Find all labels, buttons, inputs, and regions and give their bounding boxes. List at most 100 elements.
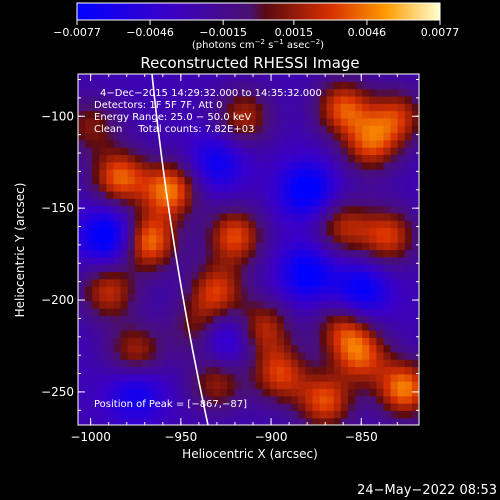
heatmap-cell (390, 154, 399, 163)
heatmap-cell (191, 125, 200, 134)
heatmap-cell (85, 278, 93, 287)
heatmap-cell (276, 81, 285, 90)
heatmap-cell (241, 154, 250, 163)
heatmap-cell (376, 176, 385, 185)
heatmap-cell (390, 344, 399, 353)
heatmap-cell (305, 147, 314, 156)
heatmap-cell (291, 388, 299, 397)
heatmap-cell (191, 256, 200, 265)
heatmap-cell (113, 125, 122, 134)
heatmap-cell (191, 308, 200, 316)
heatmap-cell (340, 227, 349, 236)
heatmap-cell (319, 300, 328, 309)
heatmap-cell (340, 395, 349, 404)
heatmap-cell (113, 344, 122, 353)
heatmap-cell (248, 74, 257, 82)
heatmap-cell (255, 81, 264, 90)
heatmap-cell (149, 315, 157, 324)
heatmap-cell (326, 351, 335, 360)
heatmap-cell (134, 300, 143, 309)
heatmap-cell (404, 139, 413, 148)
heatmap-cell (149, 249, 157, 258)
heatmap-cell (156, 212, 164, 221)
heatmap-cell (141, 271, 150, 280)
heatmap-cell (326, 212, 335, 221)
heatmap-cell (291, 315, 299, 324)
heatmap-cell (305, 300, 314, 309)
heatmap-cell (347, 293, 356, 302)
heatmap-cell (191, 271, 200, 280)
heatmap-cell (120, 359, 129, 368)
heatmap-cell (326, 322, 335, 331)
heatmap-cell (106, 300, 115, 309)
heatmap-cell (411, 315, 419, 324)
y-tick-label: −150 (41, 201, 74, 215)
heatmap-cell (205, 183, 214, 192)
heatmap-cell (198, 220, 207, 229)
heatmap-cell (262, 329, 271, 338)
heatmap-cell (220, 227, 228, 236)
solar-limb (151, 74, 209, 425)
heatmap-cell (141, 147, 150, 156)
heatmap-cell (404, 293, 413, 302)
heatmap-cell (212, 205, 221, 214)
heatmap-cell (284, 373, 292, 382)
heatmap-cell (347, 110, 356, 119)
heatmap-cell (262, 293, 271, 302)
heatmap-cell (205, 81, 214, 90)
heatmap-cell (262, 322, 271, 331)
heatmap-cell (369, 337, 377, 346)
heatmap-cell (369, 322, 377, 331)
heatmap-cell (326, 74, 335, 82)
heatmap-cell (149, 139, 157, 148)
heatmap-cell (205, 417, 214, 425)
heatmap-cell (141, 110, 150, 119)
heatmap-cell (198, 315, 207, 324)
heatmap-cell (319, 139, 328, 148)
heatmap-cell (305, 242, 314, 251)
heatmap-cell (127, 242, 136, 251)
heatmap-cell (170, 315, 179, 324)
heatmap-cell (262, 315, 271, 324)
heatmap-cell (78, 315, 86, 324)
heatmap-cell (312, 388, 321, 397)
heatmap-cell (298, 315, 306, 324)
heatmap-cell (411, 220, 419, 229)
heatmap-cell (198, 191, 207, 199)
heatmap-cell (369, 373, 377, 382)
heatmap-cell (248, 264, 257, 273)
heatmap-cell (212, 198, 221, 207)
heatmap-cell (355, 88, 363, 97)
heatmap-cell (255, 198, 264, 207)
heatmap-cell (184, 242, 193, 251)
heatmap-cell (78, 169, 86, 177)
heatmap-cell (298, 242, 306, 251)
heatmap-cell (78, 227, 86, 236)
heatmap-cell (362, 271, 370, 280)
heatmap-cell (241, 161, 250, 170)
heatmap-cell (99, 103, 108, 112)
heatmap-cell (120, 191, 129, 199)
heatmap-cell (291, 161, 299, 170)
heatmap-cell (298, 227, 306, 236)
heatmap-cell (326, 95, 335, 104)
heatmap-cell (106, 169, 115, 177)
heatmap-cell (362, 234, 370, 243)
heatmap-cell (191, 388, 200, 397)
heatmap-cell (397, 103, 406, 112)
heatmap-cell (198, 286, 207, 294)
heatmap-cell (85, 154, 93, 163)
heatmap-cell (248, 95, 257, 104)
heatmap-cell (369, 264, 377, 273)
heatmap-cell (156, 337, 164, 346)
heatmap-cell (113, 74, 122, 82)
heatmap-cell (355, 388, 363, 397)
heatmap-cell (390, 337, 399, 346)
heatmap-cell (120, 154, 129, 163)
heatmap-cell (220, 169, 228, 177)
heatmap-cell (127, 308, 136, 316)
heatmap-cell (127, 220, 136, 229)
heatmap-cell (276, 183, 285, 192)
heatmap-cell (184, 300, 193, 309)
heatmap-cell (78, 300, 86, 309)
